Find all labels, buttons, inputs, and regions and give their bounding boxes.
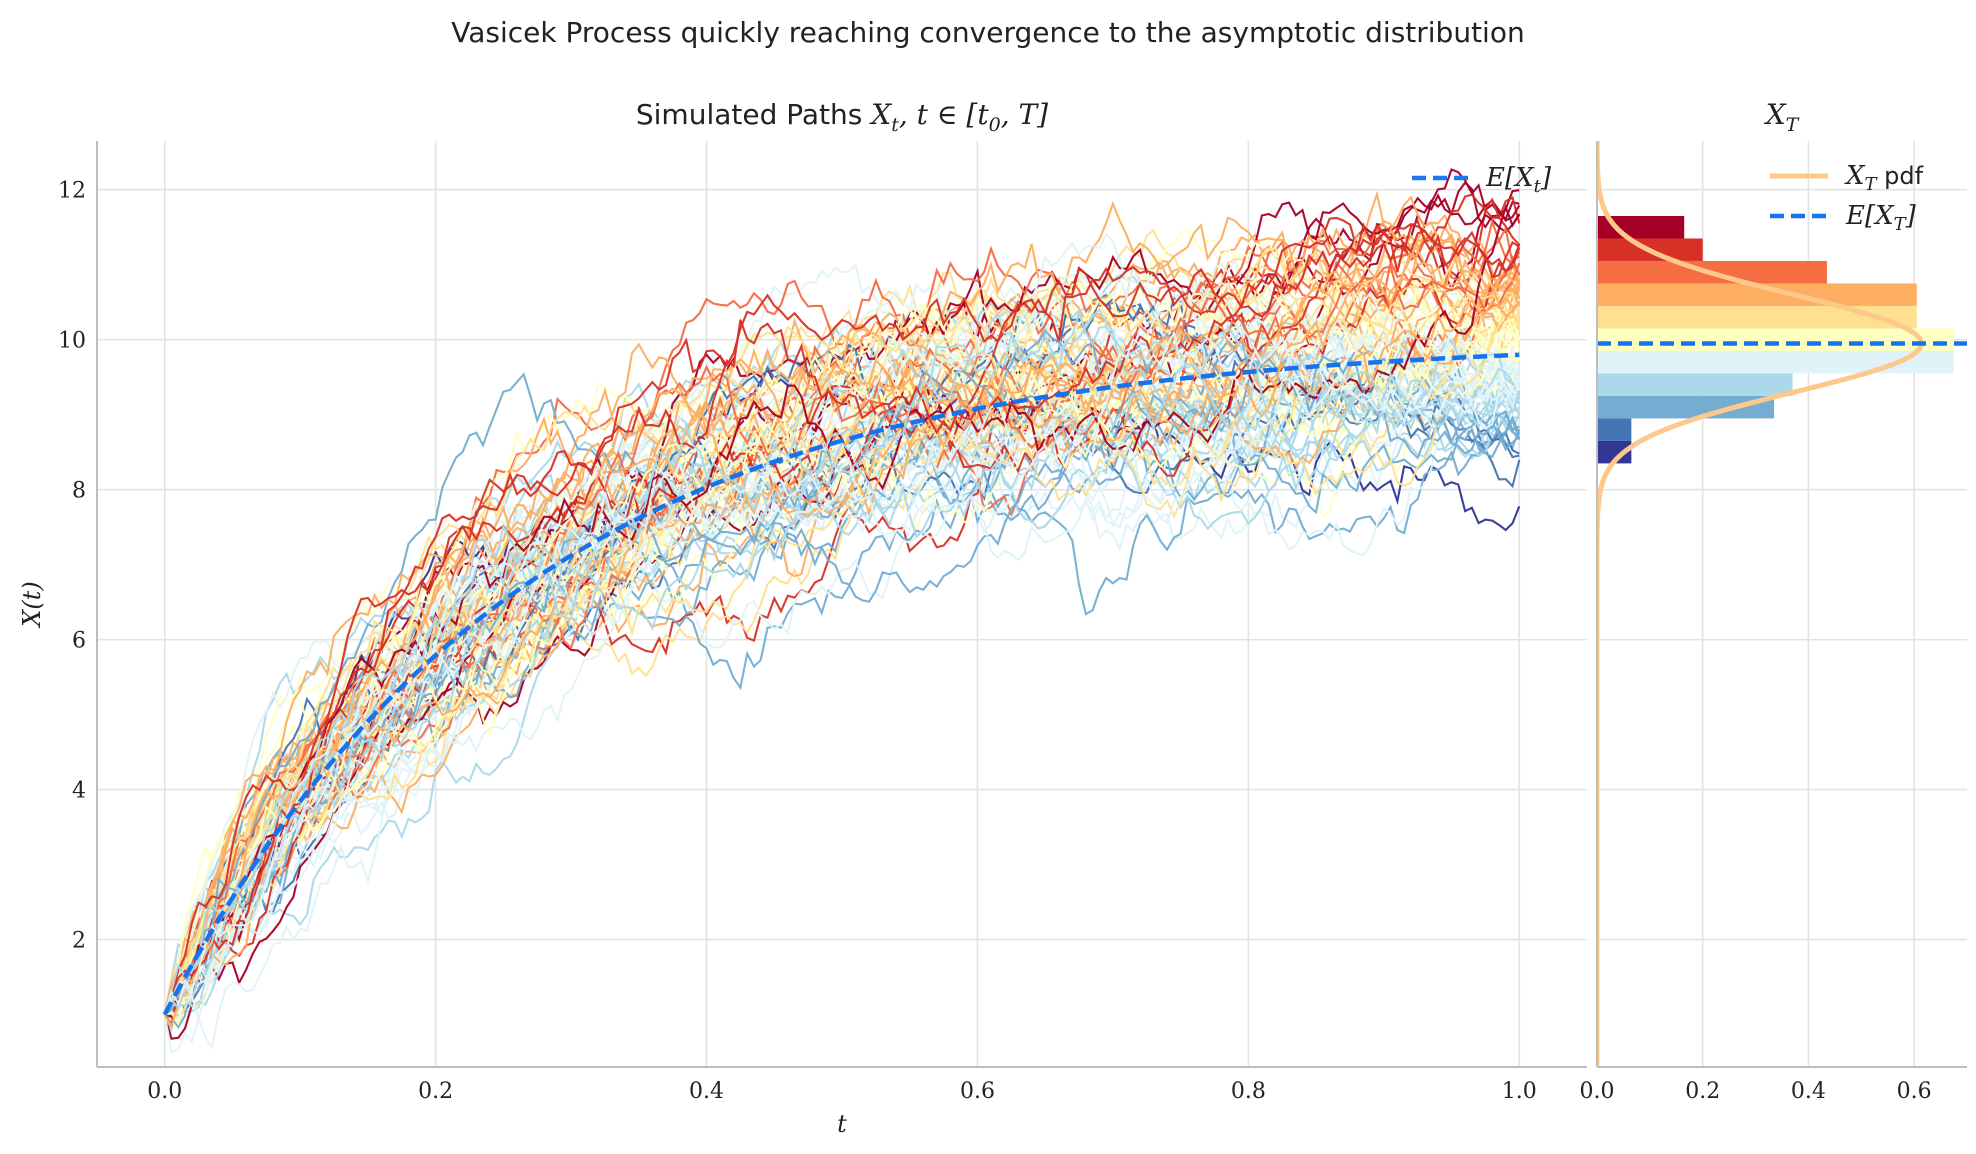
simulated-path bbox=[163, 329, 1521, 1015]
main-y-tick-label: 8 bbox=[72, 479, 86, 504]
main-x-tick-labels: 0.0 0.2 0.4 0.6 0.8 1.0 bbox=[147, 1079, 1537, 1104]
main-axes-spines bbox=[96, 141, 1587, 1068]
figure-suptitle: Vasicek Process quickly reaching converg… bbox=[451, 16, 1524, 49]
main-x-tick-label: 0.2 bbox=[418, 1079, 453, 1104]
legend-expectation-label: E[Xt] bbox=[1485, 163, 1552, 197]
hist-x-tick-label: 0.0 bbox=[1580, 1079, 1615, 1104]
main-y-tick-label: 10 bbox=[58, 329, 86, 354]
simulated-path bbox=[164, 258, 1521, 1016]
main-x-tick-label: 0.8 bbox=[1231, 1079, 1266, 1104]
hist-x-tick-label: 0.6 bbox=[1897, 1079, 1932, 1104]
main-y-tick-label: 2 bbox=[72, 929, 86, 954]
simulated-path bbox=[164, 344, 1521, 1022]
terminal-distribution-panel: XT 0.0 0.2 0.4 0.6 XT pdf E[XT] bbox=[1580, 98, 1967, 1104]
main-y-tick-labels: 2 4 6 8 10 12 bbox=[58, 179, 86, 954]
expectation-line bbox=[162, 352, 1520, 1016]
pdf-curve bbox=[1597, 141, 1924, 1067]
simulated-path bbox=[163, 279, 1521, 1015]
hist-x-tick-label: 0.4 bbox=[1791, 1079, 1826, 1104]
main-y-tick-label: 4 bbox=[72, 779, 86, 804]
simulated-path bbox=[163, 219, 1521, 1015]
legend-pdf-label: XT pdf bbox=[1844, 161, 1924, 195]
hist-x-tick-label: 0.2 bbox=[1685, 1079, 1720, 1104]
histogram-bar bbox=[1597, 350, 1954, 374]
simulated-path bbox=[163, 190, 1521, 1015]
hist-legend: XT pdf E[XT] bbox=[1770, 161, 1924, 235]
simulated-path bbox=[163, 309, 1520, 1015]
simulated-paths bbox=[163, 168, 1521, 1054]
main-x-tick-label: 1.0 bbox=[1502, 1079, 1537, 1104]
legend-hist-expectation-label: E[XT] bbox=[1845, 201, 1917, 235]
main-y-tick-label: 12 bbox=[58, 179, 86, 204]
hist-panel-title: XT bbox=[1764, 98, 1800, 136]
histogram-bar bbox=[1597, 373, 1793, 396]
simulated-path bbox=[163, 229, 1520, 1015]
histogram-bar bbox=[1597, 328, 1954, 351]
main-legend: E[Xt] bbox=[1412, 163, 1552, 197]
histogram-bar bbox=[1597, 283, 1917, 306]
simulated-path bbox=[163, 195, 1520, 1015]
histogram-bar bbox=[1597, 395, 1775, 419]
simulated-path bbox=[163, 362, 1521, 1016]
histogram-bar bbox=[1597, 440, 1632, 464]
main-y-tick-label: 6 bbox=[72, 629, 86, 654]
simulated-path bbox=[163, 308, 1521, 1016]
simulated-path bbox=[163, 262, 1521, 1015]
main-y-axis-label: X(t) bbox=[18, 581, 46, 628]
main-x-tick-label: 0.6 bbox=[960, 1079, 995, 1104]
main-x-axis-label: t bbox=[837, 1110, 847, 1138]
main-x-tick-label: 0.4 bbox=[689, 1079, 724, 1104]
simulated-path bbox=[163, 237, 1521, 1015]
main-x-tick-label: 0.0 bbox=[147, 1079, 182, 1104]
simulated-path bbox=[164, 312, 1520, 1016]
main-grid bbox=[97, 141, 1587, 1067]
main-panel-title: Simulated Paths Xt, t ∈ [t0, T] bbox=[636, 98, 1048, 136]
hist-axes-spines bbox=[1596, 141, 1967, 1068]
simulated-paths-panel: Simulated Paths Xt, t ∈ [t0, T] 0.0 0.2 0.… bbox=[18, 98, 1587, 1138]
hist-x-tick-labels: 0.0 0.2 0.4 0.6 bbox=[1580, 1079, 1932, 1104]
simulated-path bbox=[163, 372, 1520, 1023]
histogram-bar bbox=[1597, 305, 1917, 329]
histogram-bar bbox=[1597, 418, 1632, 441]
simulated-path bbox=[164, 246, 1520, 1016]
